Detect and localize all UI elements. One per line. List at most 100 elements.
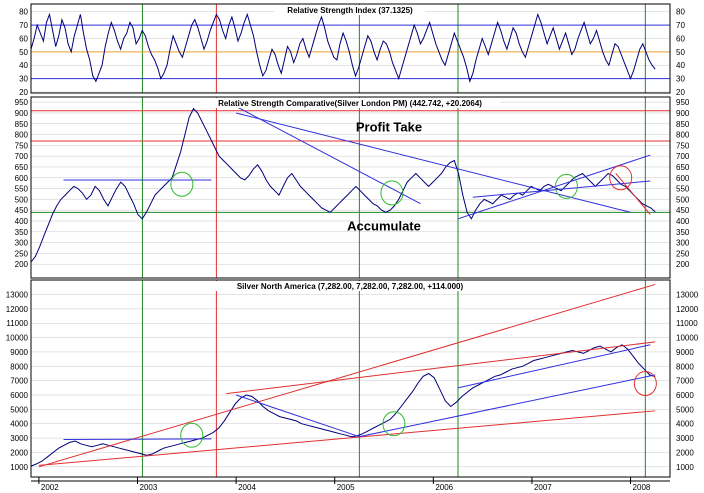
- panel-frame: [30, 96, 671, 279]
- frame-layer: [30, 3, 671, 484]
- y-tick-label-left: 13000: [6, 290, 29, 299]
- y-tick-label-left: 2000: [10, 448, 28, 457]
- y-tick-label-right: 11000: [676, 319, 698, 328]
- y-tick-label-right: 60: [676, 34, 685, 43]
- y-tick-label-left: 700: [15, 152, 29, 161]
- y-tick-label-right: 40: [676, 61, 685, 70]
- trendline: [359, 374, 656, 438]
- trendline: [457, 344, 651, 389]
- panel-title: Relative Strength Comparative(Silver Lon…: [218, 99, 482, 108]
- x-tick-label: 2007: [534, 483, 552, 492]
- x-tick-label: 2003: [140, 483, 158, 492]
- annotation-layer: [38, 106, 657, 468]
- highlight-circle: [380, 180, 404, 206]
- y-tick-label-right: 70: [676, 21, 685, 30]
- y-tick-label-left: 600: [15, 174, 29, 183]
- trendline: [38, 410, 656, 466]
- highlight-circle: [382, 411, 406, 437]
- y-tick-label-left: 10000: [6, 334, 29, 343]
- x-tick-label: 2006: [435, 483, 453, 492]
- x-tick-label: 2004: [238, 483, 256, 492]
- series-layer: [30, 12, 656, 467]
- y-tick-label-right: 1000: [676, 463, 694, 472]
- y-tick-label-right: 4000: [676, 420, 694, 429]
- y-tick-label-right: 700: [676, 152, 690, 161]
- y-tick-label-left: 450: [15, 206, 29, 215]
- y-tick-label-left: 550: [15, 185, 29, 194]
- y-tick-label-right: 13000: [676, 290, 699, 299]
- y-tick-label-right: 450: [676, 206, 690, 215]
- y-tick-label-left: 8000: [10, 362, 28, 371]
- y-tick-label-left: 7000: [10, 377, 28, 386]
- y-tick-label-left: 850: [15, 120, 29, 129]
- y-tick-label-left: 900: [15, 109, 29, 118]
- y-tick-label-right: 20: [676, 88, 685, 97]
- x-tick-label: 2008: [633, 483, 651, 492]
- trendline: [472, 180, 651, 198]
- y-tick-label-right: 9000: [676, 348, 694, 357]
- y-tick-label-right: 850: [676, 120, 690, 129]
- highlight-circle: [633, 371, 657, 397]
- y-tick-label-left: 80: [19, 8, 28, 17]
- y-tick-label-left: 50: [19, 48, 28, 57]
- y-tick-label-right: 5000: [676, 405, 694, 414]
- y-tick-label-right: 550: [676, 185, 690, 194]
- y-tick-label-right: 750: [676, 141, 690, 150]
- y-tick-label-right: 80: [676, 8, 685, 17]
- y-tick-label-left: 800: [15, 131, 29, 140]
- y-tick-label-left: 200: [15, 260, 29, 269]
- y-tick-label-right: 30: [676, 75, 685, 84]
- y-tick-label-right: 250: [676, 249, 690, 258]
- y-tick-label-right: 200: [676, 260, 690, 269]
- panel-frame: [30, 279, 671, 478]
- y-tick-label-left: 3000: [10, 434, 28, 443]
- trendline: [615, 173, 651, 215]
- y-tick-label-left: 20: [19, 88, 28, 97]
- trendline: [235, 394, 360, 438]
- y-tick-label-left: 12000: [6, 305, 29, 314]
- y-tick-label-left: 500: [15, 195, 29, 204]
- y-tick-label-left: 750: [15, 141, 29, 150]
- y-tick-label-left: 350: [15, 228, 29, 237]
- trendline: [235, 112, 631, 213]
- y-tick-label-right: 10000: [676, 334, 699, 343]
- y-tick-label-left: 300: [15, 239, 29, 248]
- y-tick-label-right: 12000: [676, 305, 699, 314]
- y-tick-label-right: 500: [676, 195, 690, 204]
- y-tick-label-left: 650: [15, 163, 29, 172]
- y-tick-label-right: 7000: [676, 377, 694, 386]
- series-line: [30, 12, 656, 83]
- y-tick-label-right: 600: [676, 174, 690, 183]
- y-tick-label-left: 250: [15, 249, 29, 258]
- y-tick-label-right: 6000: [676, 391, 694, 400]
- highlight-circle: [170, 171, 194, 197]
- y-tick-label-right: 900: [676, 109, 690, 118]
- x-tick-label: 2005: [337, 483, 355, 492]
- y-tick-label-left: 30: [19, 75, 28, 84]
- y-tick-label-right: 8000: [676, 362, 694, 371]
- reference-lines-layer: [31, 4, 670, 477]
- highlight-circle: [609, 165, 633, 191]
- highlight-circle: [554, 173, 578, 199]
- y-tick-label-left: 60: [19, 34, 28, 43]
- y-tick-label-right: 650: [676, 163, 690, 172]
- panel-title-background: [274, 5, 426, 15]
- y-tick-label-left: 5000: [10, 405, 28, 414]
- trendline: [63, 438, 212, 441]
- annotation-label: Accumulate: [347, 219, 421, 234]
- panel-title-background: [212, 281, 488, 291]
- y-tick-label-left: 9000: [10, 348, 28, 357]
- y-tick-label-left: 950: [15, 98, 29, 107]
- y-tick-label-left: 11000: [6, 319, 28, 328]
- panel-title-background: [199, 98, 501, 108]
- y-tick-label-right: 50: [676, 48, 685, 57]
- y-tick-label-right: 2000: [676, 448, 694, 457]
- series-line: [30, 344, 656, 467]
- text-layer: 20 20 30 30 40 40 50 50 60 60 70 70 80 80 Relative Str…: [6, 5, 699, 492]
- y-tick-label-left: 1000: [10, 463, 28, 472]
- y-tick-label-right: 300: [676, 239, 690, 248]
- x-tick-label: 2002: [41, 483, 59, 492]
- trendline: [226, 341, 656, 395]
